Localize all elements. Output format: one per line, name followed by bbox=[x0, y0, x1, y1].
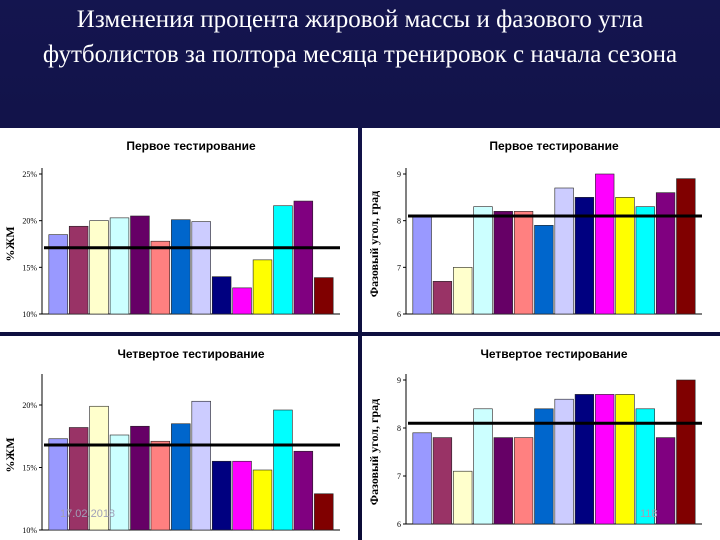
y-tick-label: 9 bbox=[397, 376, 401, 385]
bar bbox=[171, 423, 191, 531]
bar bbox=[513, 437, 534, 525]
bar bbox=[412, 215, 432, 315]
chart-svg: Первое тестирование Фазовый угол, град 6 7 8… bbox=[367, 139, 702, 319]
bar bbox=[109, 434, 130, 531]
chart-title: Первое тестирование bbox=[489, 139, 619, 153]
bar bbox=[432, 437, 453, 525]
bar bbox=[48, 438, 68, 531]
footer-page-number: 118 bbox=[640, 508, 658, 520]
bar bbox=[314, 277, 334, 315]
bar bbox=[130, 425, 150, 531]
chart-svg: Четвертое тестирование Фазовый угол, град… bbox=[367, 347, 702, 529]
bar bbox=[412, 432, 432, 525]
bar bbox=[293, 450, 314, 531]
y-tick-label: 25% bbox=[22, 170, 37, 179]
bar bbox=[150, 440, 171, 531]
bar bbox=[211, 276, 232, 315]
bar bbox=[150, 240, 171, 315]
bar bbox=[211, 460, 232, 531]
y-tick-label: 15% bbox=[22, 263, 37, 272]
footer-date: 17.02.2018 bbox=[60, 508, 116, 520]
y-tick-label: 10% bbox=[22, 310, 37, 319]
bar bbox=[89, 405, 109, 531]
bar bbox=[252, 469, 273, 531]
bar bbox=[68, 225, 89, 315]
bar bbox=[232, 287, 252, 315]
bar bbox=[513, 211, 534, 315]
bar bbox=[473, 206, 493, 315]
y-tick-label: 15% bbox=[22, 464, 37, 473]
y-tick-label: 20% bbox=[22, 401, 37, 410]
bar bbox=[432, 281, 453, 315]
chart-svg: Первое тестирование %ЖМ 10% 15% 20% 25% bbox=[3, 139, 340, 319]
y-axis-label: Фазовый угол, град bbox=[367, 191, 381, 297]
bar bbox=[635, 408, 655, 525]
bar bbox=[293, 200, 314, 315]
bar bbox=[473, 408, 493, 525]
bar bbox=[676, 178, 696, 315]
bar bbox=[574, 197, 595, 315]
bar bbox=[89, 220, 109, 315]
y-axis-label: %ЖМ bbox=[3, 226, 17, 261]
bar bbox=[595, 394, 615, 525]
bar bbox=[252, 259, 273, 315]
bar bbox=[453, 470, 473, 525]
y-tick-label: 20% bbox=[22, 217, 37, 226]
bar bbox=[109, 217, 130, 315]
bar bbox=[635, 206, 655, 315]
chart-title: Четвертое тестирование bbox=[480, 347, 627, 361]
chart-title: Первое тестирование bbox=[126, 139, 256, 153]
bar bbox=[171, 219, 191, 315]
y-axis-label: Фазовый угол, град bbox=[367, 399, 381, 505]
bar bbox=[554, 187, 574, 315]
y-tick-label: 9 bbox=[397, 170, 401, 179]
bar bbox=[232, 460, 252, 531]
chart-panel-phase-fourth: Четвертое тестирование Фазовый угол, град… bbox=[362, 336, 720, 540]
bar bbox=[534, 225, 554, 315]
bar bbox=[273, 409, 293, 531]
y-tick-label: 6 bbox=[397, 310, 401, 319]
bar bbox=[191, 221, 211, 315]
bar bbox=[493, 437, 513, 525]
y-tick-label: 8 bbox=[397, 217, 401, 226]
bar bbox=[273, 205, 293, 315]
bar bbox=[191, 400, 211, 531]
y-axis-label: %ЖМ bbox=[3, 437, 17, 472]
bar bbox=[655, 192, 676, 315]
bar bbox=[130, 215, 150, 315]
bar bbox=[493, 211, 513, 315]
y-tick-label: 7 bbox=[397, 472, 401, 481]
bar bbox=[314, 493, 334, 531]
y-tick-label: 6 bbox=[397, 520, 401, 529]
chart-panel-fat-first: Первое тестирование %ЖМ 10% 15% 20% 25% bbox=[0, 128, 358, 332]
y-tick-label: 10% bbox=[22, 526, 37, 535]
bar bbox=[554, 398, 574, 525]
bar bbox=[453, 267, 473, 315]
bar bbox=[615, 394, 635, 525]
bar bbox=[655, 437, 676, 525]
bar bbox=[48, 234, 68, 315]
y-tick-label: 8 bbox=[397, 424, 401, 433]
chart-title: Четвертое тестирование bbox=[117, 347, 264, 361]
bar bbox=[574, 394, 595, 525]
bar bbox=[534, 408, 554, 525]
bar bbox=[615, 197, 635, 315]
chart-panel-fat-fourth: Четвертое тестирование %ЖМ 10% 15% 20% bbox=[0, 336, 358, 540]
bar bbox=[595, 173, 615, 315]
bar bbox=[68, 427, 89, 531]
bar bbox=[676, 379, 696, 525]
chart-svg: Четвертое тестирование %ЖМ 10% 15% 20% bbox=[3, 347, 340, 535]
y-tick-label: 7 bbox=[397, 263, 401, 272]
slide-title: Изменения процента жировой массы и фазов… bbox=[42, 6, 678, 68]
chart-panel-phase-first: Первое тестирование Фазовый угол, град 6 7 8… bbox=[362, 128, 720, 332]
